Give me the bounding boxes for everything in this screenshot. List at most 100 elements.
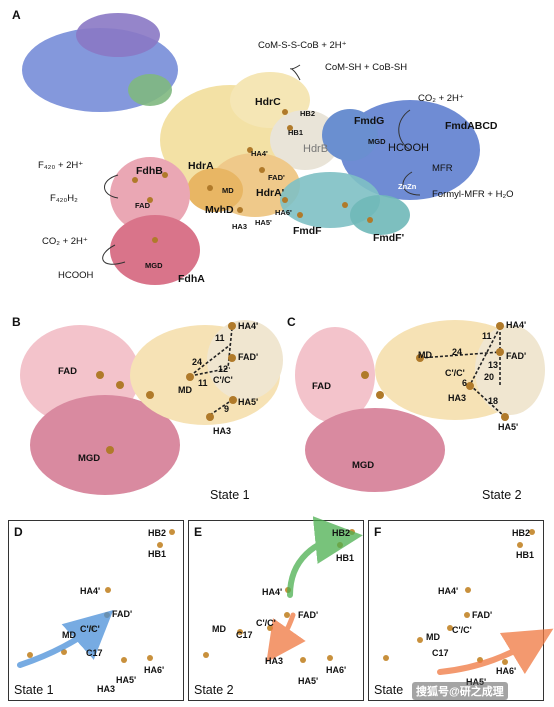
b-cpcp: C'/C' bbox=[213, 375, 233, 385]
b-hdr-right bbox=[207, 320, 283, 400]
e-state: State 2 bbox=[194, 683, 234, 697]
subunit-fmdf-prime: FmdF' bbox=[373, 232, 405, 244]
panel-f-box bbox=[368, 520, 544, 701]
fmd-upper-purple bbox=[76, 13, 160, 57]
e-cpcp: C'/C' bbox=[256, 618, 276, 628]
b-md: MD bbox=[178, 385, 192, 395]
c-ha4p: HA4' bbox=[506, 320, 527, 330]
site-mgd-left: MGD bbox=[145, 261, 163, 270]
reaction-hcooh-left: HCOOH bbox=[58, 270, 94, 281]
hdrb-blob bbox=[270, 110, 340, 170]
b-ha4p: HA4' bbox=[238, 321, 259, 331]
site-ha3: HA3 bbox=[232, 222, 248, 231]
d-ha3: HA3 bbox=[97, 684, 116, 694]
d-state: State 1 bbox=[14, 683, 54, 697]
fe-s-clusters bbox=[132, 109, 373, 243]
b-dist-0: 11 bbox=[215, 333, 225, 343]
b-clusters bbox=[96, 322, 237, 454]
c-fdhb bbox=[295, 327, 375, 423]
panel-e-letter: E bbox=[194, 525, 203, 539]
panel-f-letter: F bbox=[374, 525, 382, 539]
subunit-hdra-prime: HdrA' bbox=[256, 187, 285, 199]
e-ha3: HA3 bbox=[265, 656, 284, 666]
panel-a-structure bbox=[22, 13, 480, 285]
fdha-arrow bbox=[102, 244, 126, 265]
site-ha5p: HA5' bbox=[255, 218, 272, 227]
d-ha5p: HA5' bbox=[116, 675, 137, 685]
b-dist-4: 9 bbox=[224, 404, 230, 414]
d-md: MD bbox=[62, 630, 76, 640]
c-dist-2: 13 bbox=[488, 360, 499, 370]
subunit-fmdf: FmdF bbox=[293, 225, 322, 237]
panel-d-letter: D bbox=[14, 525, 23, 539]
f-fadp: FAD' bbox=[472, 610, 493, 620]
panel-e-box bbox=[188, 520, 364, 701]
b-state: State 1 bbox=[210, 488, 250, 502]
c-dist-4: 20 bbox=[484, 372, 495, 382]
e-ha4p: HA4' bbox=[262, 587, 283, 597]
subunit-hdrc: HdrC bbox=[255, 96, 281, 108]
e-ha5p: HA5' bbox=[298, 676, 319, 686]
site-md: MD bbox=[222, 186, 234, 195]
f-hb1: HB1 bbox=[516, 550, 535, 560]
subunit-fmdabcd: FmdABCD bbox=[445, 120, 498, 132]
fmdg-blob bbox=[322, 109, 378, 161]
subunit-hdrb: HdrB bbox=[303, 143, 329, 155]
panel-b-letter: B bbox=[12, 315, 21, 329]
d-cpcp: C'/C' bbox=[80, 624, 100, 634]
fdha-blob bbox=[110, 215, 200, 285]
reaction-mfr: MFR bbox=[432, 163, 453, 174]
c-ha3: HA3 bbox=[448, 393, 467, 403]
f-state: State bbox=[374, 683, 404, 697]
d-blue-arrow bbox=[17, 609, 114, 668]
f-ha6p: HA6' bbox=[496, 666, 517, 676]
b-dist-1: 24 bbox=[192, 357, 203, 367]
panel-bc-structures bbox=[20, 320, 545, 495]
f-ha4p: HA4' bbox=[438, 586, 459, 596]
b-dist-2: 12 bbox=[218, 364, 229, 374]
site-fadp: FAD' bbox=[268, 173, 285, 182]
b-mgd: MGD bbox=[78, 453, 101, 464]
site-fad: FAD bbox=[135, 201, 150, 210]
site-ha4p: HA4' bbox=[251, 149, 268, 158]
e-c17: C17 bbox=[236, 630, 253, 640]
c-dist-0: 11 bbox=[482, 331, 492, 341]
b-ha3: HA3 bbox=[213, 426, 232, 436]
subunit-fmdg: FmdG bbox=[354, 115, 385, 127]
f-hb2: HB2 bbox=[512, 528, 531, 538]
reaction-co2-right: CO₂ + 2H⁺ bbox=[418, 93, 464, 104]
d-ha6p: HA6' bbox=[144, 665, 165, 675]
c-md: MD bbox=[418, 350, 432, 360]
subunit-hdra: HdrA bbox=[188, 160, 214, 172]
f-orange-arrow bbox=[437, 628, 554, 675]
panel-a-letter: A bbox=[12, 8, 21, 22]
c-clusters bbox=[361, 322, 509, 421]
c-state: State 2 bbox=[482, 488, 522, 502]
reaction-f420h2: F₄₂₀H₂ bbox=[50, 193, 78, 204]
e-green-arrow bbox=[287, 516, 363, 598]
b-ha5p: HA5' bbox=[238, 397, 259, 407]
d-fadp: FAD' bbox=[112, 609, 133, 619]
c-dist-5: 18 bbox=[488, 396, 499, 406]
c-hdr-right bbox=[475, 325, 545, 415]
site-znzn: ZnZn bbox=[398, 182, 417, 191]
b-fadp: FAD' bbox=[238, 352, 259, 362]
d-ha4p: HA4' bbox=[80, 586, 101, 596]
b-fad: FAD bbox=[58, 366, 77, 377]
e-hb2: HB2 bbox=[332, 528, 351, 538]
subunit-mvhd: MvhD bbox=[205, 204, 234, 216]
reaction-thiols: CoM-SH + CoB-SH bbox=[325, 62, 408, 73]
fdhb-blob bbox=[110, 157, 190, 233]
c-dist-1: 24 bbox=[452, 347, 463, 357]
reaction-heterodisulfide: CoM-S-S-CoB + 2H⁺ bbox=[258, 40, 347, 51]
fdhb-arrow bbox=[104, 174, 119, 199]
c-ha5p: HA5' bbox=[498, 422, 519, 432]
mvhd-blob bbox=[187, 168, 243, 212]
reaction-f420: F₄₂₀ + 2H⁺ bbox=[38, 160, 84, 171]
reaction-hcooh-right: HCOOH bbox=[388, 142, 429, 154]
site-mgd-right: MGD bbox=[368, 137, 386, 146]
site-ha6p: HA6' bbox=[275, 208, 292, 217]
fmd-upper-green bbox=[128, 74, 172, 106]
b-dist-3: 11 bbox=[198, 378, 208, 388]
